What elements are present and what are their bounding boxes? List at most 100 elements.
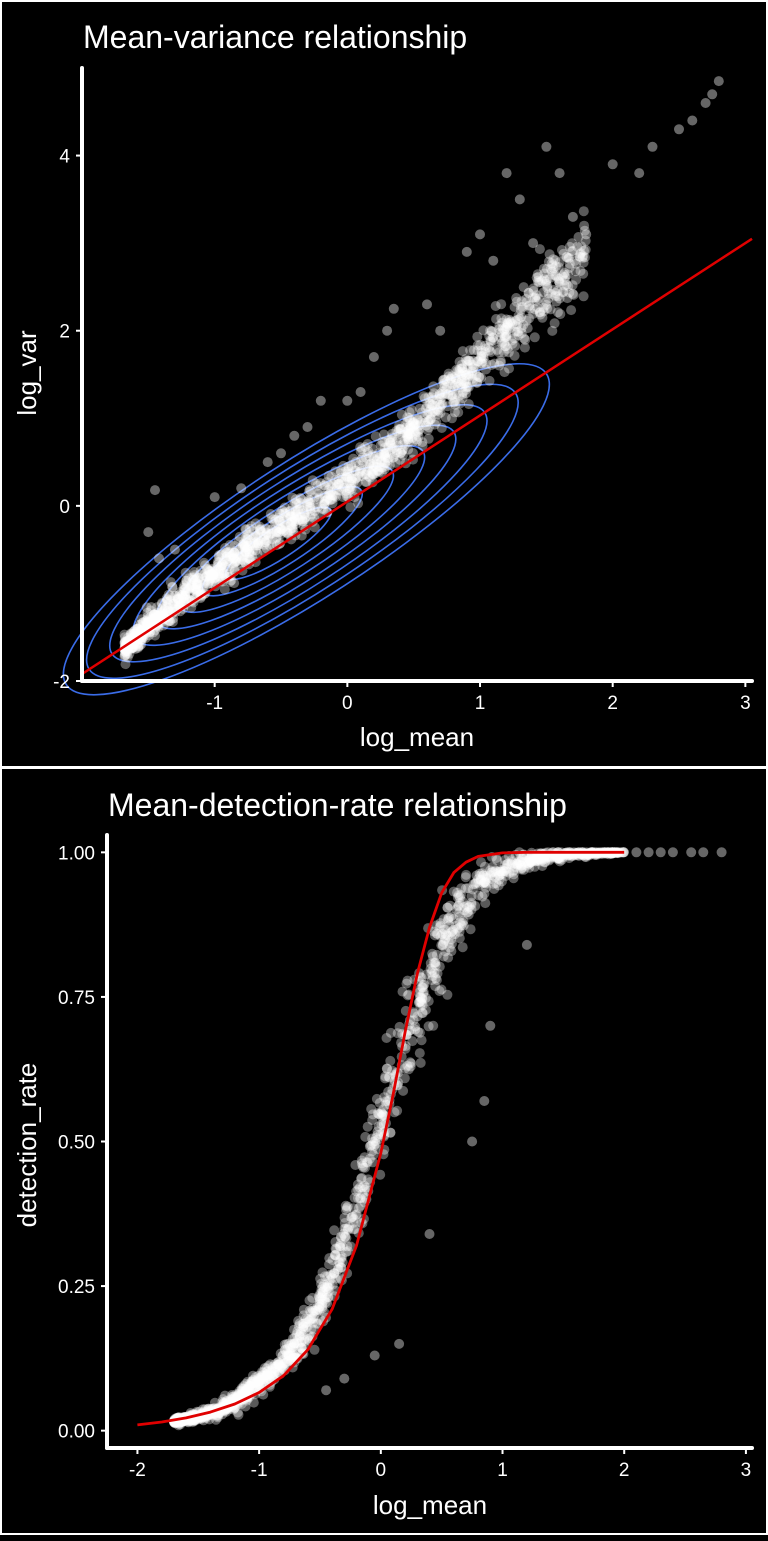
x-tick-label: 2 xyxy=(607,693,618,714)
data-point xyxy=(284,1350,295,1361)
data-point xyxy=(129,628,140,639)
data-point xyxy=(252,530,263,541)
data-point xyxy=(203,565,214,576)
data-point xyxy=(516,864,527,875)
data-point xyxy=(402,416,413,427)
data-point xyxy=(399,1073,410,1084)
outlier-point xyxy=(422,299,432,310)
data-point xyxy=(277,505,288,516)
data-point xyxy=(483,342,494,353)
data-point xyxy=(266,1365,277,1376)
data-point xyxy=(478,351,489,362)
data-point xyxy=(254,521,265,532)
data-point xyxy=(476,345,487,356)
data-point xyxy=(408,423,419,434)
data-point xyxy=(414,403,425,414)
data-point xyxy=(235,1390,246,1401)
data-point xyxy=(261,527,272,538)
data-point xyxy=(267,1372,278,1383)
data-point xyxy=(348,1217,359,1228)
data-point xyxy=(417,982,428,993)
data-point xyxy=(379,429,389,440)
data-point xyxy=(246,521,257,532)
data-point xyxy=(442,902,453,913)
data-point xyxy=(490,301,501,311)
data-point xyxy=(386,432,397,443)
data-point xyxy=(190,584,201,595)
data-point xyxy=(346,473,357,484)
data-point xyxy=(289,514,300,525)
data-point xyxy=(414,1048,425,1059)
data-point xyxy=(162,594,173,605)
data-point xyxy=(221,551,232,562)
data-point xyxy=(235,1389,246,1400)
data-point xyxy=(372,462,383,473)
outlier-point xyxy=(382,325,393,336)
data-point xyxy=(241,1384,252,1395)
data-point xyxy=(202,564,212,575)
data-point xyxy=(528,308,539,319)
data-point xyxy=(280,1357,291,1368)
data-point xyxy=(302,1314,313,1324)
data-point xyxy=(507,318,518,329)
data-point xyxy=(479,877,490,888)
data-point xyxy=(323,489,334,500)
outlier-point xyxy=(339,1373,350,1384)
data-point xyxy=(198,1415,209,1426)
data-point xyxy=(315,1273,326,1284)
data-point xyxy=(322,490,333,501)
data-point xyxy=(396,447,406,458)
data-point xyxy=(171,596,182,607)
outlier-point xyxy=(514,194,525,205)
data-point xyxy=(247,1376,257,1387)
data-point xyxy=(481,872,492,883)
data-point xyxy=(498,866,509,876)
data-point xyxy=(151,609,161,620)
data-point xyxy=(481,878,492,889)
data-point xyxy=(246,1376,257,1387)
data-point xyxy=(472,331,483,342)
data-point xyxy=(551,271,562,282)
data-point xyxy=(488,866,499,877)
data-point xyxy=(244,523,255,534)
data-point xyxy=(522,858,533,869)
data-point xyxy=(353,1184,364,1195)
data-point xyxy=(454,892,465,903)
outlier-point xyxy=(554,168,565,179)
data-point xyxy=(458,369,469,380)
data-point xyxy=(275,524,286,534)
outlier-point xyxy=(321,1385,332,1396)
data-point xyxy=(521,851,532,862)
data-point xyxy=(300,1313,311,1324)
data-point xyxy=(528,854,538,865)
data-point xyxy=(231,556,242,567)
data-point xyxy=(330,1237,341,1247)
data-point xyxy=(304,1330,315,1341)
data-point xyxy=(457,918,468,929)
data-point xyxy=(387,434,398,445)
data-point xyxy=(216,568,227,579)
data-point xyxy=(213,557,224,568)
data-point xyxy=(320,495,331,506)
data-point xyxy=(274,1358,285,1369)
data-point xyxy=(447,371,458,382)
data-point xyxy=(436,392,447,403)
data-point xyxy=(364,1153,375,1164)
data-point xyxy=(284,1347,295,1358)
data-point xyxy=(336,485,347,496)
data-point xyxy=(567,280,578,291)
data-point xyxy=(510,316,521,326)
data-point xyxy=(441,384,452,395)
data-point xyxy=(297,1343,307,1354)
data-point xyxy=(418,391,429,402)
data-point xyxy=(437,380,448,391)
data-point xyxy=(262,1368,273,1379)
y-tick-label: 0.25 xyxy=(58,1277,95,1298)
data-point xyxy=(309,506,320,517)
data-point xyxy=(375,440,386,451)
data-point xyxy=(340,1231,351,1242)
data-point xyxy=(475,870,486,881)
data-point xyxy=(368,464,379,474)
data-point xyxy=(497,868,508,879)
data-point xyxy=(250,1383,261,1393)
